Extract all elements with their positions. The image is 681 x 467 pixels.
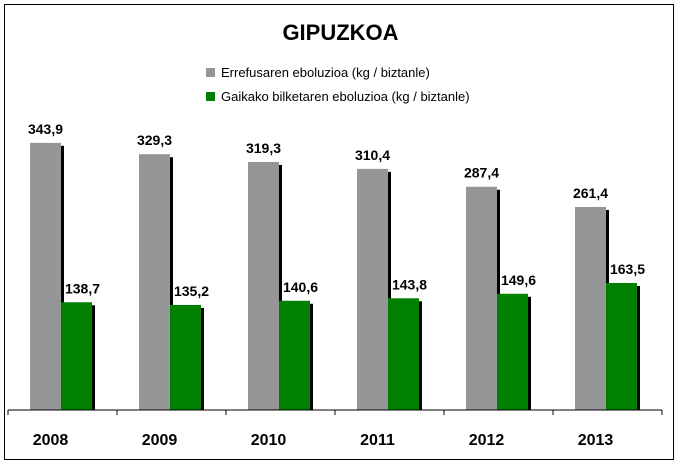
bar-residual-2013 — [575, 206, 606, 410]
data-label-residual-2013: 261,4 — [573, 185, 608, 201]
legend-swatch-selective — [206, 91, 215, 101]
bar-selective-2010 — [279, 300, 310, 410]
bar-residual-2009 — [139, 154, 170, 410]
x-tick-label-2010: 2010 — [251, 432, 287, 449]
legend-item-selective: Gaikako bilketaren eboluzioa (kg / bizta… — [206, 88, 470, 104]
data-label-residual-2010: 319,3 — [246, 140, 281, 156]
chart-title: GIPUZKOA — [282, 20, 399, 45]
bar-residual-2012 — [466, 186, 497, 410]
x-tick-label-2011: 2011 — [360, 432, 395, 449]
x-tick-label-2012: 2012 — [469, 432, 505, 449]
legend-item-residual: Errefusaren eboluzioa (kg / biztanle) — [206, 64, 430, 80]
data-label-residual-2009: 329,3 — [137, 132, 172, 148]
data-label-selective-2010: 140,6 — [283, 279, 318, 295]
legend-label-residual: Errefusaren eboluzioa (kg / biztanle) — [221, 64, 430, 80]
data-label-selective-2008: 138,7 — [65, 280, 100, 296]
bar-selective-2012 — [497, 293, 528, 410]
bar-residual-2008 — [30, 142, 61, 410]
x-tick-label-2008: 2008 — [33, 432, 69, 449]
x-tick-label-2013: 2013 — [578, 432, 614, 449]
bar-selective-2013 — [606, 282, 637, 410]
bar-selective-2009 — [170, 304, 201, 410]
bar-selective-2008 — [61, 302, 92, 410]
data-label-selective-2009: 135,2 — [174, 283, 209, 299]
data-label-residual-2011: 310,4 — [355, 147, 390, 163]
x-tick-label-2009: 2009 — [142, 432, 178, 449]
chart-frame — [4, 4, 674, 460]
bar-residual-2011 — [357, 168, 388, 410]
data-label-selective-2011: 143,8 — [392, 276, 427, 292]
legend-label-selective: Gaikako bilketaren eboluzioa (kg / bizta… — [221, 88, 470, 104]
data-label-residual-2008: 343,9 — [28, 121, 63, 137]
bar-residual-2010 — [248, 161, 279, 410]
data-label-selective-2012: 149,6 — [501, 272, 536, 288]
data-label-residual-2012: 287,4 — [464, 165, 499, 181]
legend-swatch-residual — [206, 67, 215, 77]
data-label-selective-2013: 163,5 — [610, 261, 645, 277]
bar-selective-2011 — [388, 298, 419, 410]
